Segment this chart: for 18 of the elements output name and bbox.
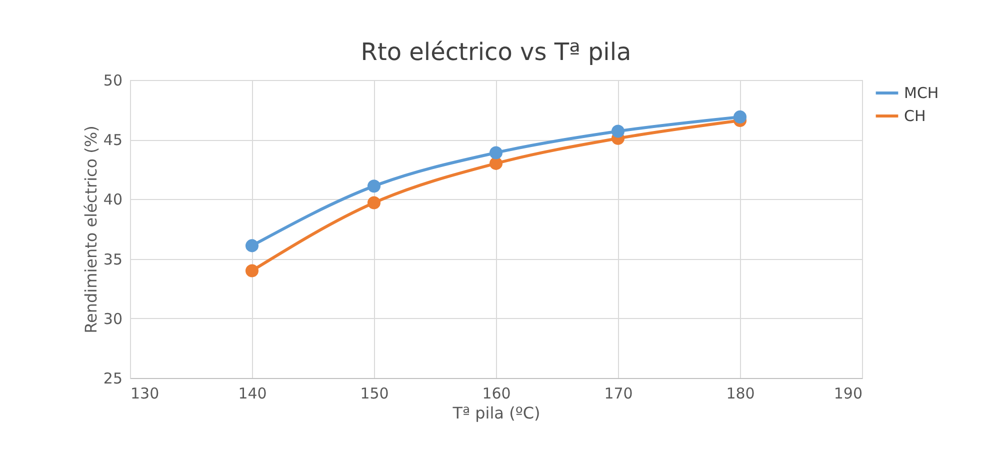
y-axis-title: Rendimiento eléctrico (%) [81, 126, 100, 334]
y-tick-label: 30 [103, 310, 122, 328]
x-tick-label: 130 [130, 384, 160, 402]
legend-label: CH [904, 107, 926, 125]
x-axis-title: Tª pila (ºC) [452, 404, 540, 422]
x-tick-label: 170 [604, 384, 633, 402]
legend-label: MCH [904, 84, 939, 102]
x-tick-label: 190 [834, 384, 862, 402]
chart-title: Rto eléctrico vs Tª pila [360, 38, 632, 66]
y-tick-label: 25 [103, 370, 122, 388]
y-tick-label: 40 [103, 190, 122, 209]
y-tick-label: 50 [103, 72, 122, 90]
y-tick-label: 45 [103, 131, 122, 150]
x-tick-label: 180 [726, 384, 755, 402]
y-tick-label: 35 [103, 250, 122, 268]
x-tick-label: 140 [238, 384, 267, 402]
x-tick-label: 160 [482, 384, 511, 402]
x-tick-label: 150 [360, 384, 389, 402]
